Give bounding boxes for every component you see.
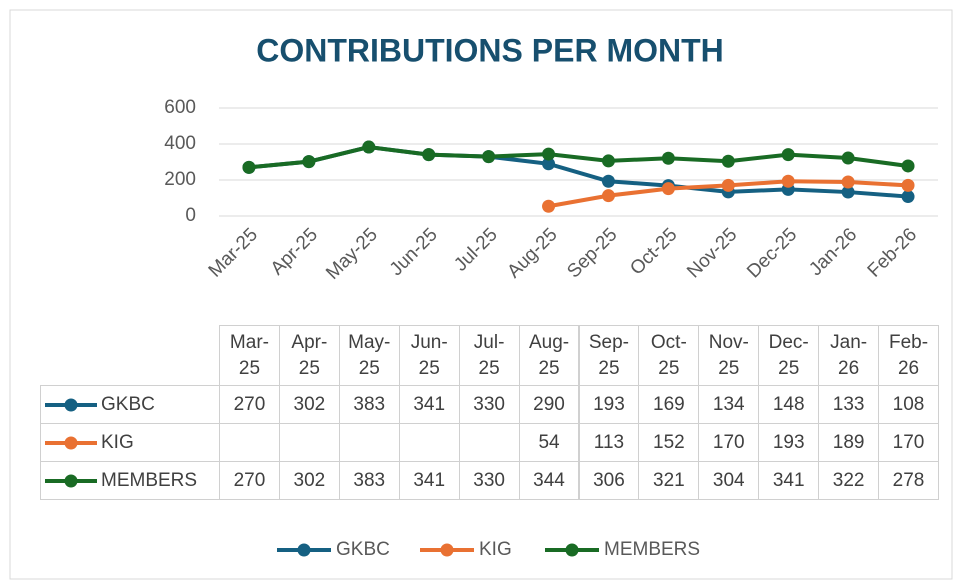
data-point (242, 160, 256, 174)
data-point (841, 151, 855, 165)
table-header-cell: Sep-25 (578, 325, 640, 386)
table-value-cell: 270 (219, 461, 280, 500)
legend-marker (297, 543, 311, 557)
data-point (542, 157, 556, 171)
table-header-cell: Apr-25 (278, 325, 340, 386)
table-value-cell: 54 (518, 423, 580, 462)
table-value-cell: 383 (338, 385, 400, 424)
table-value-cell: 302 (278, 461, 340, 500)
table-value-cell: 322 (818, 461, 880, 500)
table-header-cell: Dec-25 (758, 325, 820, 386)
table-value-cell: 108 (878, 385, 939, 424)
table-value-cell: 383 (338, 461, 400, 500)
table-value-cell: 341 (758, 461, 820, 500)
table-value-cell: 270 (219, 385, 280, 424)
legend-key (45, 398, 97, 411)
table-value-cell: 302 (278, 385, 340, 424)
table-header-cell: Mar-25 (219, 325, 280, 386)
table-value-cell: 193 (578, 385, 640, 424)
table-header-cell: Jun-25 (398, 325, 460, 386)
data-point (601, 189, 615, 203)
data-point (302, 155, 316, 169)
table-value-cell: 344 (518, 461, 580, 500)
table-series-cell: GKBC (40, 385, 220, 424)
legend-label: GKBC (336, 539, 390, 560)
legend-marker (440, 543, 454, 557)
table-series-cell: KIG (40, 423, 220, 462)
y-tick-label: 400 (164, 133, 196, 154)
data-point (841, 185, 855, 199)
table-value-cell: 278 (878, 461, 939, 500)
data-point (362, 140, 376, 154)
data-point (901, 190, 915, 204)
data-point (901, 178, 915, 192)
data-point (601, 154, 615, 168)
table-value-cell: 152 (638, 423, 700, 462)
table-value-cell: 193 (758, 423, 820, 462)
table-value-cell: 189 (818, 423, 880, 462)
data-point (601, 174, 615, 188)
table-value-cell: 304 (698, 461, 760, 500)
table-value-cell: 170 (698, 423, 760, 462)
table-header-cell: Aug-25 (518, 325, 580, 386)
data-point (482, 150, 496, 164)
table-value-cell: 134 (698, 385, 760, 424)
table-header-cell: Feb-26 (878, 325, 939, 386)
table-value-cell (278, 423, 340, 462)
data-point (422, 148, 436, 162)
table-series-name: KIG (101, 431, 134, 453)
series-line (248, 145, 909, 170)
table-value-cell: 290 (518, 385, 580, 424)
table-header-cell: Oct-25 (638, 325, 700, 386)
legend-marker (64, 398, 78, 411)
y-tick-label: 200 (164, 169, 196, 190)
table-value-cell: 133 (818, 385, 880, 424)
chart-title: CONTRIBUTIONS PER MONTH (256, 32, 724, 68)
table-header-cell: Jan-26 (818, 325, 880, 386)
data-point (721, 154, 735, 168)
data-point (542, 147, 556, 161)
table-value-cell: 306 (578, 461, 640, 500)
table-value-cell (458, 423, 520, 462)
data-point (661, 182, 675, 196)
table-series-cell: MEMBERS (40, 461, 220, 500)
data-point (781, 174, 795, 188)
legend-label: KIG (479, 539, 512, 560)
table-header-cell: Jul-25 (458, 325, 520, 386)
table-value-cell (398, 423, 460, 462)
table-value-cell: 169 (638, 385, 700, 424)
legend-key (45, 474, 97, 487)
table-value-cell: 170 (878, 423, 939, 462)
data-point (542, 199, 556, 213)
table-value-cell: 341 (398, 461, 460, 500)
y-tick-label: 600 (164, 97, 196, 118)
legend-key (45, 436, 97, 449)
legend-marker (64, 436, 78, 449)
data-point (841, 175, 855, 189)
data-point (721, 178, 735, 192)
y-tick-label: 0 (185, 205, 196, 226)
data-point (781, 148, 795, 162)
legend-marker (565, 543, 579, 557)
data-point (661, 151, 675, 165)
legend-label: MEMBERS (604, 539, 700, 560)
table-value-cell (338, 423, 400, 462)
table-value-cell (219, 423, 280, 462)
data-point (901, 159, 915, 173)
table-header-cell: Nov-25 (698, 325, 760, 386)
table-series-name: MEMBERS (101, 469, 198, 491)
table-value-cell: 113 (578, 423, 640, 462)
table-value-cell: 148 (758, 385, 820, 424)
table-value-cell: 341 (398, 385, 460, 424)
table-value-cell: 330 (458, 461, 520, 500)
table-value-cell: 330 (458, 385, 520, 424)
table-header-cell: May-25 (338, 325, 400, 386)
legend-marker (64, 474, 78, 487)
table-value-cell: 321 (638, 461, 700, 500)
table-series-name: GKBC (101, 393, 155, 415)
chart-border (9, 9, 953, 580)
